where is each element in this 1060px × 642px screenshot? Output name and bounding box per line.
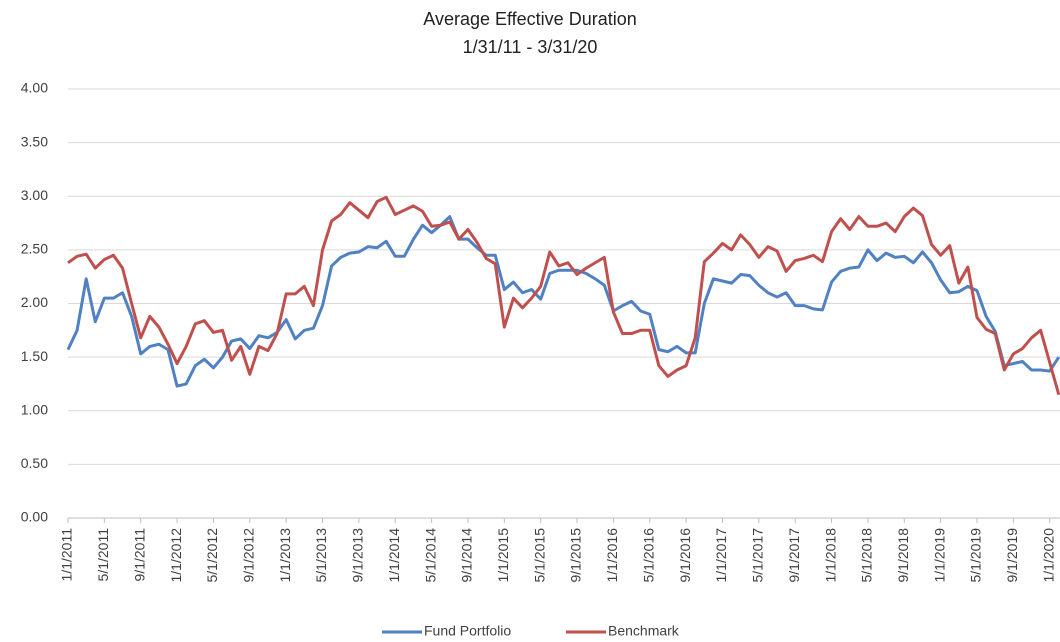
x-tick-label: 1/1/2012	[168, 528, 184, 583]
x-tick-label: 5/1/2015	[531, 528, 547, 583]
legend-label: Fund Portfolio	[424, 623, 511, 639]
x-tick-label: 1/1/2017	[713, 528, 729, 583]
legend-label: Benchmark	[608, 623, 680, 639]
y-tick-label: 0.00	[21, 509, 48, 525]
x-tick-label: 5/1/2012	[204, 528, 220, 583]
y-tick-label: 4.00	[21, 80, 48, 96]
x-tick-label: 9/1/2017	[786, 528, 802, 583]
x-tick-label: 5/1/2017	[750, 528, 766, 583]
x-tick-label: 9/1/2012	[241, 528, 257, 583]
chart-title: Average Effective Duration	[423, 9, 636, 29]
x-tick-label: 9/1/2011	[131, 528, 147, 582]
x-tick-label: 1/1/2020	[1040, 528, 1056, 583]
y-tick-label: 3.50	[21, 133, 48, 149]
x-tick-label: 9/1/2018	[895, 528, 911, 583]
x-tick-label: 5/1/2013	[313, 528, 329, 583]
x-tick-label: 1/1/2018	[822, 528, 838, 583]
x-tick-label: 9/1/2016	[677, 528, 693, 583]
x-tick-label: 5/1/2014	[422, 528, 438, 583]
x-tick-label: 9/1/2019	[1004, 528, 1020, 583]
y-tick-label: 3.00	[21, 187, 48, 203]
x-tick-label: 1/1/2015	[495, 528, 511, 583]
x-tick-label: 5/1/2019	[968, 528, 984, 583]
x-tick-label: 1/1/2011	[59, 528, 75, 582]
x-tick-label: 1/1/2019	[931, 528, 947, 583]
x-tick-label: 5/1/2011	[95, 528, 111, 582]
series-line	[66, 215, 1060, 388]
x-tick-label: 5/1/2018	[859, 528, 875, 583]
x-tick-label: 9/1/2014	[459, 528, 475, 583]
series-line	[67, 195, 1060, 396]
x-tick-label: 5/1/2016	[640, 528, 656, 583]
x-tick-label: 9/1/2013	[350, 528, 366, 583]
x-tick-label: 1/1/2016	[604, 528, 620, 583]
y-tick-label: 1.00	[21, 401, 48, 417]
y-tick-label: 2.00	[21, 294, 48, 310]
y-tick-label: 1.50	[21, 348, 48, 364]
y-tick-label: 0.50	[21, 455, 48, 471]
x-tick-label: 1/1/2013	[277, 528, 293, 583]
x-tick-label: 1/1/2014	[386, 528, 402, 583]
chart-subtitle: 1/31/11 - 3/31/20	[463, 37, 598, 57]
y-tick-label: 2.50	[21, 241, 48, 257]
x-tick-label: 9/1/2015	[568, 528, 584, 583]
